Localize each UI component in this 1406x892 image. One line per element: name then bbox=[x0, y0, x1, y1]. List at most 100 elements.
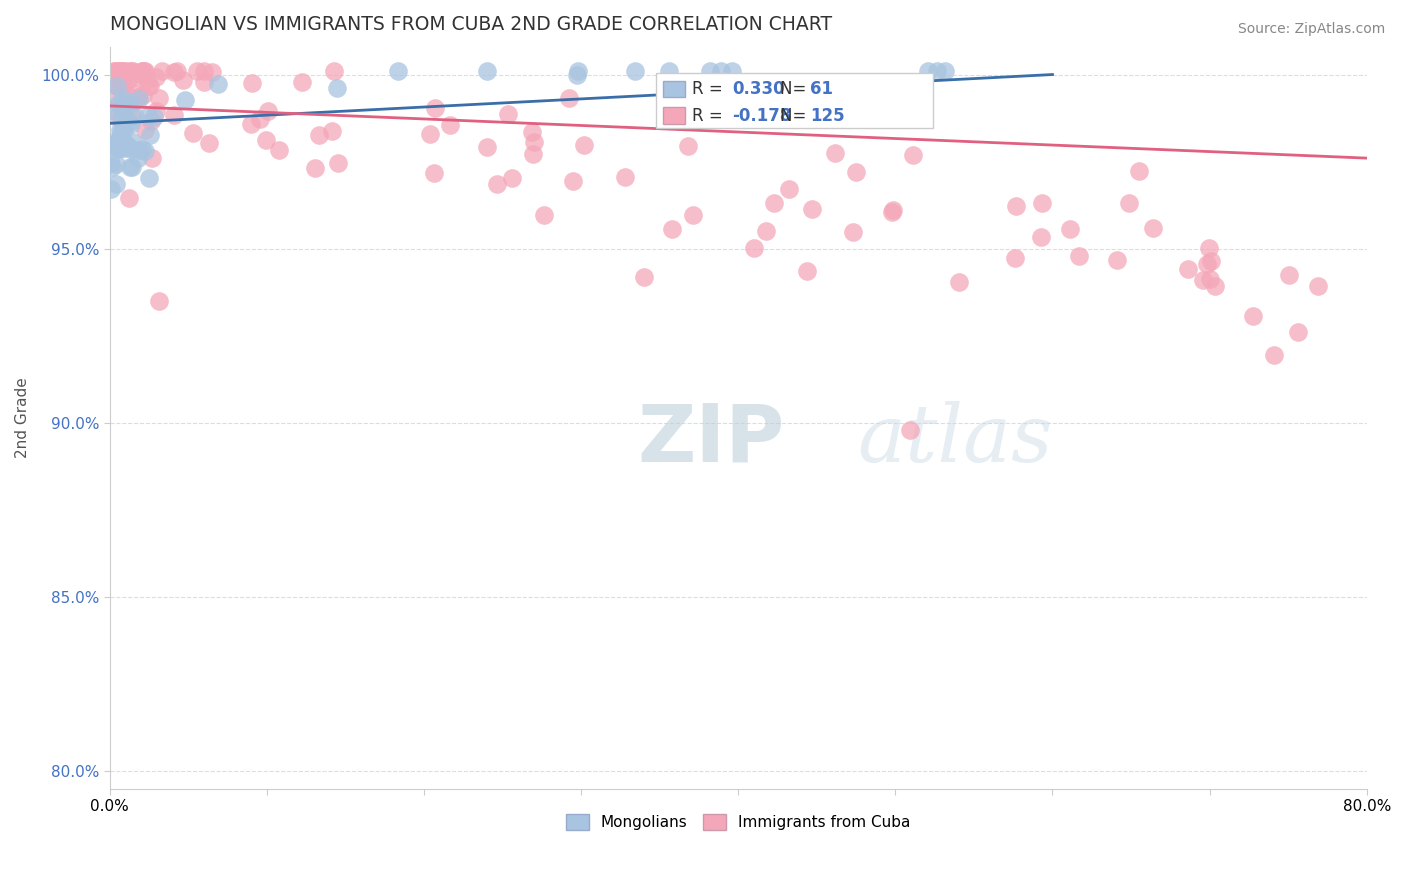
Text: -0.178: -0.178 bbox=[733, 107, 792, 125]
Text: MONGOLIAN VS IMMIGRANTS FROM CUBA 2ND GRADE CORRELATION CHART: MONGOLIAN VS IMMIGRANTS FROM CUBA 2ND GR… bbox=[110, 15, 832, 34]
Point bbox=[1177, 262, 1199, 277]
Text: atlas: atlas bbox=[858, 401, 1053, 479]
Text: ZIP: ZIP bbox=[637, 401, 785, 479]
Point bbox=[111, 64, 134, 78]
Point bbox=[948, 275, 970, 289]
Point bbox=[207, 77, 229, 91]
Point bbox=[115, 87, 138, 102]
Point bbox=[1241, 309, 1264, 323]
Point bbox=[111, 91, 134, 105]
Point bbox=[111, 116, 134, 130]
Point bbox=[107, 66, 129, 80]
Point bbox=[110, 125, 132, 139]
Point bbox=[1105, 252, 1128, 267]
Point bbox=[387, 64, 409, 78]
Point bbox=[107, 97, 129, 112]
Point bbox=[112, 77, 135, 91]
Point bbox=[110, 78, 132, 92]
Point bbox=[114, 64, 136, 78]
Point bbox=[136, 109, 159, 123]
Point bbox=[1198, 241, 1220, 255]
Point bbox=[108, 123, 131, 137]
Point bbox=[321, 124, 343, 138]
Point bbox=[1195, 257, 1218, 271]
Point bbox=[103, 68, 125, 82]
Point bbox=[485, 177, 508, 191]
Point bbox=[291, 75, 314, 89]
Point bbox=[110, 100, 132, 114]
Point bbox=[107, 64, 129, 78]
Point bbox=[1128, 164, 1150, 178]
Point bbox=[824, 146, 846, 161]
Point bbox=[103, 64, 125, 78]
Point bbox=[131, 64, 153, 78]
Point bbox=[108, 140, 131, 154]
Point bbox=[117, 140, 139, 154]
Point bbox=[439, 119, 461, 133]
Point bbox=[166, 64, 188, 78]
Point bbox=[107, 64, 129, 78]
Point bbox=[120, 95, 142, 110]
Point bbox=[103, 64, 125, 78]
Point bbox=[110, 64, 132, 78]
Point bbox=[308, 128, 330, 142]
Point bbox=[115, 136, 138, 151]
Point bbox=[148, 91, 170, 105]
Point bbox=[1029, 230, 1052, 244]
Point bbox=[124, 87, 146, 101]
Point bbox=[326, 156, 349, 170]
Point bbox=[800, 202, 823, 216]
FancyBboxPatch shape bbox=[662, 108, 685, 124]
Point bbox=[132, 87, 155, 102]
Point bbox=[1118, 195, 1140, 210]
Point bbox=[118, 160, 141, 174]
Text: R =: R = bbox=[692, 80, 728, 98]
Point bbox=[105, 89, 128, 103]
Text: 125: 125 bbox=[810, 107, 845, 125]
Point bbox=[1067, 249, 1090, 263]
Point bbox=[1142, 220, 1164, 235]
Point bbox=[917, 64, 939, 78]
Point bbox=[107, 140, 129, 154]
Point bbox=[128, 92, 150, 106]
Point bbox=[128, 67, 150, 81]
Point bbox=[269, 143, 291, 157]
Point bbox=[114, 136, 136, 151]
Y-axis label: 2nd Grade: 2nd Grade bbox=[15, 377, 30, 458]
Point bbox=[676, 139, 699, 153]
Point bbox=[120, 64, 142, 78]
Point bbox=[880, 204, 903, 219]
Point bbox=[322, 64, 344, 78]
Point bbox=[1199, 254, 1222, 268]
Point bbox=[1199, 271, 1222, 285]
Point bbox=[143, 110, 166, 124]
Point bbox=[742, 241, 765, 255]
Point bbox=[1286, 326, 1309, 340]
Point bbox=[249, 112, 271, 126]
Point bbox=[134, 64, 156, 78]
Point bbox=[145, 70, 167, 84]
Point bbox=[422, 166, 444, 180]
Point bbox=[755, 224, 778, 238]
Point bbox=[533, 208, 555, 222]
Text: N=: N= bbox=[780, 107, 811, 125]
Point bbox=[105, 178, 128, 192]
Point bbox=[118, 191, 141, 205]
Point bbox=[240, 76, 263, 90]
Legend: Mongolians, Immigrants from Cuba: Mongolians, Immigrants from Cuba bbox=[560, 808, 917, 837]
Point bbox=[1005, 199, 1028, 213]
Point bbox=[172, 72, 194, 87]
Point bbox=[145, 103, 167, 118]
Text: R =: R = bbox=[692, 107, 728, 125]
Point bbox=[148, 293, 170, 308]
Point bbox=[699, 64, 721, 78]
Point bbox=[842, 225, 865, 239]
Point bbox=[198, 136, 221, 151]
Point bbox=[614, 169, 637, 184]
Point bbox=[121, 109, 143, 123]
Point bbox=[117, 64, 139, 78]
Point bbox=[710, 64, 733, 78]
Point bbox=[124, 109, 146, 123]
Point bbox=[181, 127, 204, 141]
Point bbox=[150, 64, 173, 78]
